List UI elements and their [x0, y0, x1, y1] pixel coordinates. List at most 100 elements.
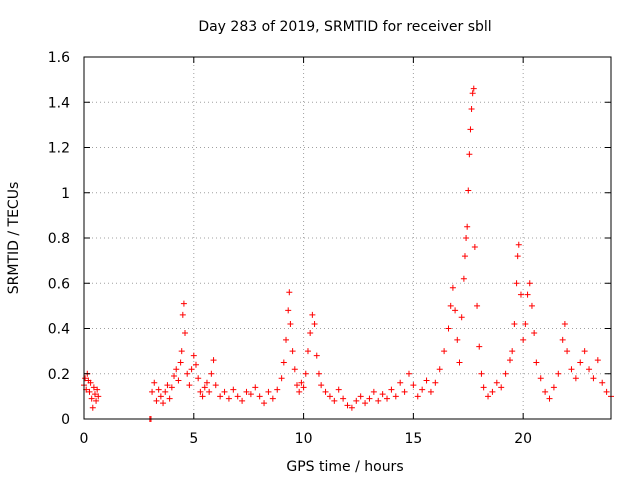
data-point [379, 391, 386, 398]
data-point [423, 377, 430, 384]
data-point [522, 320, 529, 327]
data-point [298, 379, 305, 386]
data-point [280, 359, 287, 366]
data-point [401, 388, 408, 395]
data-point [318, 382, 325, 389]
data-point [182, 330, 189, 337]
data-point [95, 393, 102, 400]
data-point [335, 386, 342, 393]
data-point [546, 395, 553, 402]
data-point [153, 397, 160, 404]
data-point [208, 370, 215, 377]
data-point [564, 348, 571, 355]
data-point [445, 325, 452, 332]
grid-layer [84, 57, 611, 419]
data-point [465, 187, 472, 194]
y-tick-label: 0.2 [48, 367, 70, 383]
y-tick-label: 1.4 [48, 95, 70, 111]
data-point [293, 382, 300, 389]
data-point [509, 348, 516, 355]
data-point [206, 388, 213, 395]
data-point [151, 379, 158, 386]
data-point [344, 402, 351, 409]
data-point [173, 366, 180, 373]
data-point [177, 359, 184, 366]
data-point [212, 382, 219, 389]
data-point [410, 382, 417, 389]
x-tick-label: 15 [404, 431, 422, 447]
data-point [225, 395, 232, 402]
data-point [203, 379, 210, 386]
data-point [603, 388, 610, 395]
data-point [340, 395, 347, 402]
x-tick-label: 10 [295, 431, 313, 447]
data-point [348, 404, 355, 411]
data-point [322, 388, 329, 395]
data-point [171, 373, 178, 380]
data-point [513, 280, 520, 287]
data-point [392, 393, 399, 400]
data-point [265, 388, 272, 395]
data-point [370, 388, 377, 395]
y-tick-label: 1 [61, 186, 70, 202]
data-point [149, 388, 156, 395]
data-point [517, 291, 524, 298]
x-tick-label: 5 [189, 431, 198, 447]
data-point [432, 379, 439, 386]
data-point [86, 388, 93, 395]
data-point [304, 348, 311, 355]
data-point [94, 386, 101, 393]
data-point [520, 336, 527, 343]
data-point [221, 388, 228, 395]
data-point [526, 280, 533, 287]
data-point [458, 314, 465, 321]
data-point [436, 366, 443, 373]
data-point [184, 370, 191, 377]
data-point [489, 388, 496, 395]
data-point [178, 348, 185, 355]
data-point [353, 397, 360, 404]
data-point [309, 311, 316, 318]
data-point [531, 330, 538, 337]
data-point [82, 375, 89, 382]
data-point [468, 106, 475, 113]
x-axis-title: GPS time / hours [286, 459, 403, 475]
data-point [230, 386, 237, 393]
data-point [88, 395, 95, 402]
data-point [397, 379, 404, 386]
data-point [452, 307, 459, 314]
data-point [186, 382, 193, 389]
y-tick-label: 1.2 [48, 141, 70, 157]
data-point [192, 361, 199, 368]
data-point [561, 320, 568, 327]
data-point [160, 400, 167, 407]
data-point [581, 348, 588, 355]
data-point [537, 375, 544, 382]
data-point [419, 386, 426, 393]
data-point [274, 386, 281, 393]
data-point [155, 386, 162, 393]
data-point [179, 311, 186, 318]
data-point [524, 291, 531, 298]
data-point [311, 320, 318, 327]
data-point [506, 357, 513, 364]
data-point [87, 379, 94, 386]
data-point [300, 384, 307, 391]
data-point [467, 126, 474, 133]
data-point [269, 395, 276, 402]
data-point [478, 370, 485, 377]
data-point [278, 375, 285, 382]
data-point [285, 307, 292, 314]
data-point [514, 253, 521, 260]
tick-layer: 0 5 10 15 20 0 0.2 0.4 0.6 0.8 1 1.2 1.4 1.6 [48, 50, 611, 447]
chart-title: Day 283 of 2019, SRMTID for receiver sbl… [198, 19, 491, 35]
data-point [502, 370, 509, 377]
data-point [594, 357, 601, 364]
data-point [511, 320, 518, 327]
data-point [239, 397, 246, 404]
data-point [296, 388, 303, 395]
data-point [302, 370, 309, 377]
data-point [164, 382, 171, 389]
data-point [261, 400, 268, 407]
data-point [210, 357, 217, 364]
